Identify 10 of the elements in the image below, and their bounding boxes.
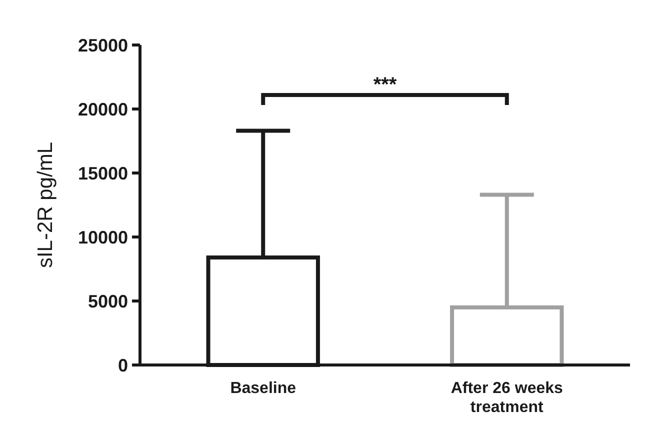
x-tick-label: Baseline (230, 380, 296, 397)
y-tick-label: 5000 (88, 291, 128, 312)
y-tick-label: 15000 (78, 163, 128, 184)
y-tick-label: 0 (118, 355, 128, 376)
y-axis-title: sIL-2R pg/mL (34, 142, 57, 268)
y-tick-label: 20000 (78, 99, 128, 120)
annotation: *** (373, 74, 397, 96)
y-tick-label: 10000 (78, 227, 128, 248)
y-tick-label: 25000 (78, 35, 128, 56)
x-tick-label: After 26 weeks treatment (450, 380, 564, 416)
